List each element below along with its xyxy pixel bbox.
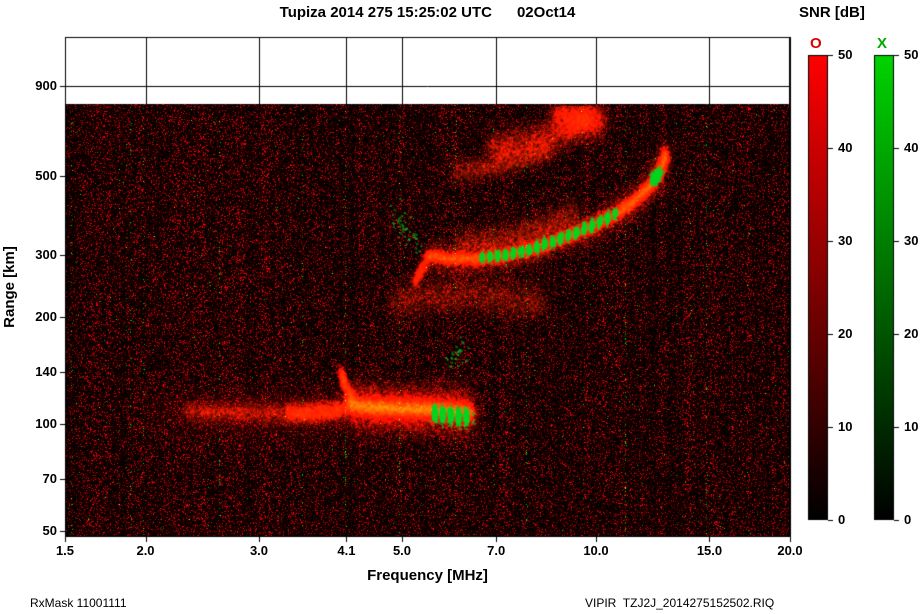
colorbar-x-label: X: [877, 35, 888, 52]
colorbar-title: SNR [dB]: [799, 4, 865, 21]
y-tick-label: 100: [35, 416, 57, 431]
o-bar-tick-label: 30: [838, 233, 853, 248]
o-bar-tick-label: 40: [838, 140, 853, 155]
rx-mask-text: RxMask 11001111: [30, 596, 127, 610]
x-bar-tick-label: 0: [904, 512, 912, 527]
x-tick-label: 5.0: [392, 543, 412, 558]
y-tick-label: 500: [35, 168, 57, 183]
x-tick-label: 1.5: [55, 543, 75, 558]
x-tick-label: 10.0: [583, 543, 609, 558]
plot-title: Tupiza 2014 275 15:25:02 UTC 02Oct14: [279, 4, 576, 21]
x-bar-tick-label: 30: [904, 233, 919, 248]
y-tick-label: 300: [35, 247, 57, 262]
o-bar-tick-label: 20: [838, 326, 853, 341]
x-bar-tick-label: 50: [904, 47, 919, 62]
y-tick-label: 900: [35, 78, 57, 93]
x-tick-label: 3.0: [249, 543, 269, 558]
x-bar-tick-label: 10: [904, 419, 919, 434]
colorbar-o-label: O: [810, 35, 822, 52]
file-name-text: VIPIR TZJ2J_2014275152502.RIQ: [585, 596, 775, 610]
o-bar-tick-label: 50: [838, 47, 853, 62]
y-tick-label: 70: [42, 471, 57, 486]
x-bar-tick-label: 40: [904, 140, 919, 155]
y-axis-label: Range [km]: [1, 246, 18, 328]
x-axis-label: Frequency [MHz]: [367, 567, 488, 584]
x-tick-label: 20.0: [777, 543, 803, 558]
x-tick-label: 15.0: [696, 543, 723, 558]
y-tick-label: 200: [35, 309, 57, 324]
y-tick-label: 50: [42, 523, 57, 538]
o-bar-tick-label: 10: [838, 419, 853, 434]
x-tick-label: 2.0: [136, 543, 155, 558]
x-tick-label: 4.1: [337, 543, 356, 558]
y-tick-label: 140: [35, 364, 57, 379]
o-bar-tick-label: 0: [838, 512, 846, 527]
x-tick-label: 7.0: [487, 543, 506, 558]
x-bar-tick-label: 20: [904, 326, 919, 341]
